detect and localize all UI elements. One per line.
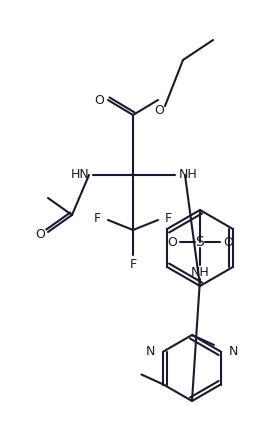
Text: S: S: [196, 235, 204, 249]
Text: F: F: [165, 212, 172, 226]
Text: O: O: [167, 236, 177, 248]
Text: NH: NH: [179, 169, 198, 181]
Text: O: O: [35, 229, 45, 241]
Text: F: F: [130, 258, 136, 271]
Text: O: O: [223, 236, 233, 248]
Text: O: O: [154, 105, 164, 117]
Text: F: F: [94, 212, 101, 226]
Text: O: O: [94, 95, 104, 107]
Text: HN: HN: [70, 169, 89, 181]
Text: N: N: [228, 345, 238, 358]
Text: N: N: [146, 345, 155, 358]
Text: NH: NH: [191, 265, 209, 279]
